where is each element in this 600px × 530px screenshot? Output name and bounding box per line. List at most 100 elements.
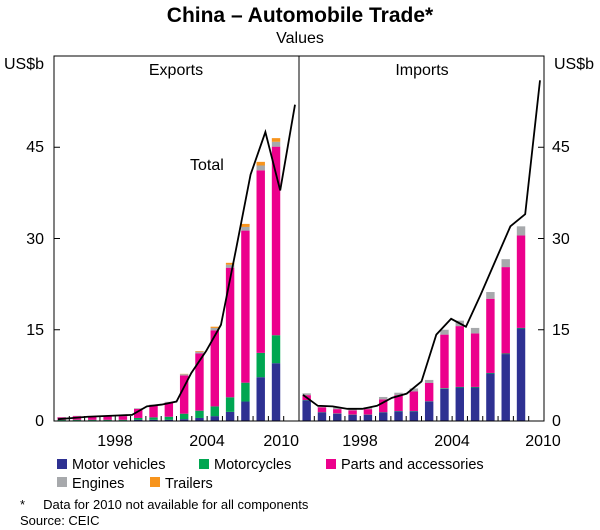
imports-bars (302, 226, 526, 421)
exports-bar-2000-motor-vehicles (134, 419, 143, 421)
imports-bar-2006-parts (470, 333, 480, 387)
exports-bar-1998-motorcycles (103, 419, 112, 421)
exports-bar-2003-motor-vehicles (179, 419, 189, 421)
imports-bar-2004-motorcycles (440, 388, 449, 389)
exports-bar-2009-engines (271, 141, 281, 147)
xtick-imports-1998: 1998 (342, 433, 378, 450)
legend: Motor vehicles Motorcycles Parts and acc… (57, 457, 484, 492)
exports-bars (57, 138, 281, 422)
left-unit-label: US$b (4, 56, 44, 73)
panel-title-imports: Imports (395, 62, 448, 79)
axis-ticks (53, 146, 545, 421)
imports-bar-2001-motor-vehicles (394, 411, 403, 421)
imports-bar-1997-motor-vehicles (333, 413, 342, 421)
exports-bar-2007-parts (241, 230, 250, 383)
imports-bar-2006-motor-vehicles (470, 387, 480, 421)
legend-swatch-engines (57, 477, 67, 487)
imports-bar-2001-parts (394, 395, 403, 411)
imports-bar-2008-motor-vehicles (501, 354, 510, 421)
imports-bar-2007-engines (486, 292, 495, 299)
legend-swatch-motor-vehicles (57, 459, 67, 469)
imports-bar-1997-parts (333, 409, 342, 414)
chart-subtitle: Values (276, 30, 324, 47)
exports-bar-2006-engines (225, 264, 235, 268)
left-ytick-0: 0 (35, 413, 44, 430)
exports-bar-2009-trailers (271, 138, 281, 142)
imports-bar-2002-parts (409, 391, 419, 411)
exports-bar-2001-motor-vehicles (149, 419, 158, 421)
exports-bar-2006-trailers (225, 262, 235, 265)
left-ytick-30: 30 (26, 231, 44, 248)
imports-bar-2002-motor-vehicles (409, 411, 419, 421)
exports-bar-2002-motor-vehicles (164, 419, 174, 421)
exports-bar-2007-engines (241, 226, 250, 231)
imports-bar-2002-engines (409, 388, 419, 392)
legend-label-engines: Engines (72, 476, 124, 492)
right-ytick-45: 45 (552, 139, 570, 156)
imports-bar-2008-parts (501, 267, 510, 354)
total-annotation: Total (190, 157, 224, 174)
imports-bar-2004-motor-vehicles (440, 388, 449, 421)
exports-bar-2002-parts (164, 402, 174, 417)
right-ytick-15: 15 (552, 322, 570, 339)
exports-bar-2005-engines (210, 327, 219, 331)
exports-bar-2004-motor-vehicles (195, 417, 204, 421)
imports-bar-2007-parts (486, 298, 495, 373)
right-ytick-0: 0 (552, 413, 561, 430)
imports-bar-1999-parts (363, 409, 373, 415)
left-ytick-15: 15 (26, 322, 44, 339)
exports-bar-2001-parts (149, 405, 158, 418)
imports-bar-2004-engines (440, 329, 449, 335)
xtick-imports-2004: 2004 (434, 433, 470, 450)
exports-bar-2003-engines (179, 374, 189, 376)
exports-bar-1999-motorcycles (118, 419, 128, 421)
imports-bar-1996-motor-vehicles (317, 412, 327, 421)
exports-bar-1998-parts (103, 416, 112, 420)
exports-bar-2006-motorcycles (225, 397, 235, 412)
xtick-imports-2010: 2010 (525, 433, 561, 450)
exports-bar-2004-parts (195, 353, 204, 411)
imports-bar-2001-engines (394, 392, 403, 396)
imports-bar-2005-parts (455, 326, 464, 387)
exports-bar-2005-motor-vehicles (210, 416, 219, 421)
imports-bar-2003-engines (424, 379, 434, 383)
exports-bar-2004-engines (195, 351, 204, 354)
exports-bar-2007-trailers (241, 223, 250, 227)
right-unit-label: US$b (554, 56, 594, 73)
right-ytick-30: 30 (552, 231, 570, 248)
exports-bar-2009-motor-vehicles (271, 363, 281, 421)
imports-bar-2007-motorcycles (486, 372, 495, 374)
exports-bar-2009-parts (271, 146, 281, 336)
imports-bar-2005-motorcycles (455, 386, 464, 388)
exports-bar-2000-parts (134, 408, 143, 418)
imports-bar-2000-motor-vehicles (379, 412, 388, 421)
exports-bar-1997-parts (88, 416, 97, 420)
imports-bar-2009-engines (516, 226, 526, 236)
exports-bar-2004-trailers (195, 351, 204, 352)
exports-bar-2001-motorcycles (149, 417, 158, 420)
exports-bar-2005-parts (210, 330, 219, 407)
xtick-exports-1998: 1998 (97, 433, 133, 450)
exports-bar-2006-parts (225, 267, 235, 398)
exports-bar-2008-parts (256, 170, 265, 353)
legend-label-motor-vehicles: Motor vehicles (72, 457, 165, 473)
exports-bar-2008-trailers (256, 161, 265, 166)
imports-bar-1997-engines (333, 407, 342, 410)
exports-bar-2008-engines (256, 165, 265, 171)
imports-bar-2006-engines (470, 327, 480, 334)
exports-bar-2005-trailers (210, 326, 219, 328)
imports-bar-1996-parts (317, 407, 327, 413)
exports-bar-2009-motorcycles (271, 335, 281, 364)
imports-bar-1995-engines (302, 393, 311, 396)
legend-swatch-parts (326, 459, 336, 469)
exports-bar-1999-parts (118, 416, 128, 420)
legend-swatch-motorcycles (199, 459, 209, 469)
imports-bar-1999-motor-vehicles (363, 414, 373, 421)
imports-bar-2009-motorcycles (516, 327, 526, 329)
imports-bar-1995-motor-vehicles (302, 400, 311, 421)
imports-total-line (302, 80, 541, 410)
imports-bar-1998-parts (348, 410, 357, 415)
exports-bar-2003-motorcycles (179, 413, 189, 420)
imports-bar-2000-parts (379, 399, 388, 413)
